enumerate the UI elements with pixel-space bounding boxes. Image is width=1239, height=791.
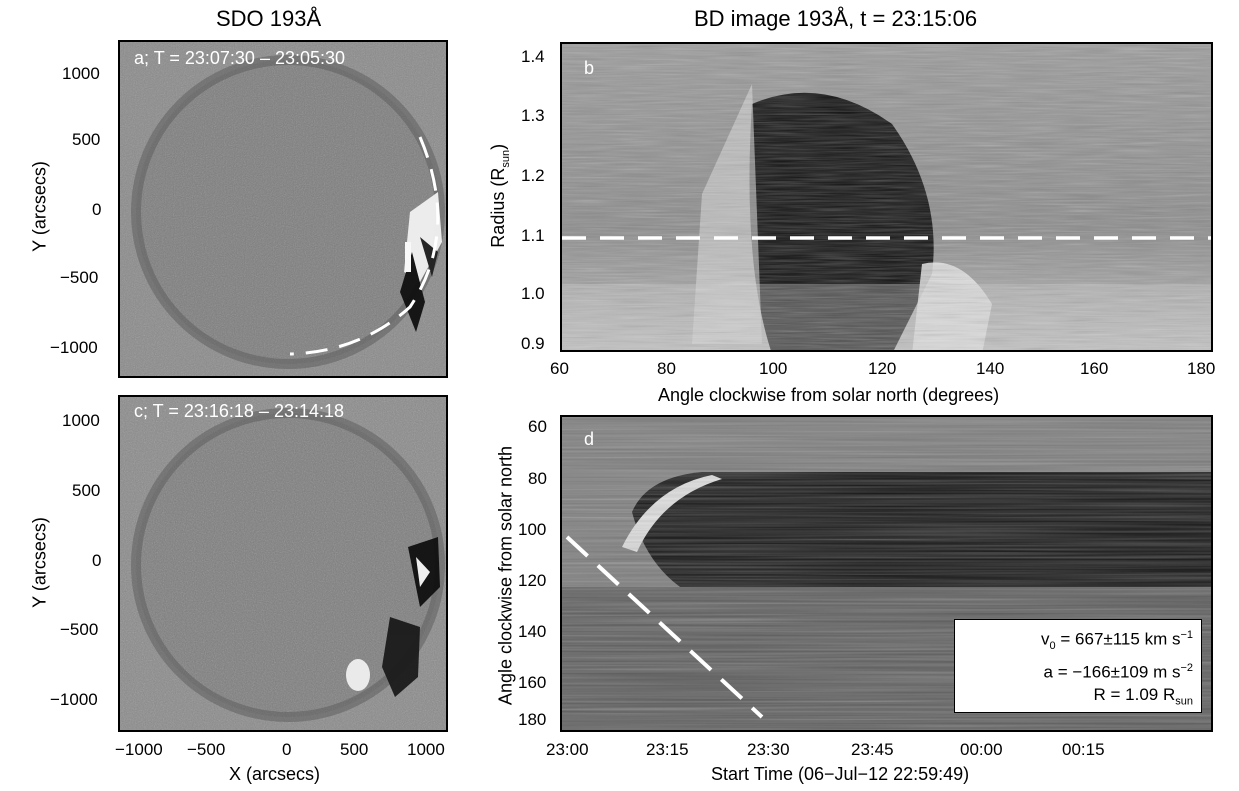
panel-c-ylabel: Y (arcsecs) [29,517,50,608]
panel-d-fit-box: v0 = 667±115 km s−1 a = −166±109 m s−2 R… [954,619,1202,713]
panel-b-xtick: 100 [759,359,788,378]
panel-d-fit-v0-sup: −1 [1180,629,1193,641]
panel-d-image: d v0 = 667±115 km s−1 a = −166±109 m s−2… [560,415,1213,732]
panel-b-ytick: 1.1 [521,226,545,245]
panel-c-ytick: 1000 [62,411,100,430]
panel-c-xlabel: X (arcsecs) [229,764,321,784]
panel-d-fit-a-sup: −2 [1180,662,1193,675]
panel-a-label: a; T = 23:07:30 – 23:05:30 [134,48,346,68]
panel-b-xlabel: Angle clockwise from solar north (degree… [658,385,1000,405]
panel-d-fit-v0: v0 = 667±115 km s−1 [963,624,1193,657]
panel-d-fit-v0-main: v [1041,629,1050,649]
panel-c-image: c; T = 23:16:18 – 23:14:18 [118,395,448,732]
panel-b-ytick: 0.9 [521,334,545,353]
panel-b-ytick: 1.4 [521,47,545,66]
panel-b-xtick: 180 [1187,359,1216,378]
panel-c-ytick: 0 [92,551,102,570]
panel-b-label: b [584,58,595,78]
panel-d-fit-a: a = −166±109 m s−2 [963,657,1193,684]
panel-d-xtick: 23:15 [646,740,689,759]
panel-c-label: c; T = 23:16:18 – 23:14:18 [134,401,345,421]
panel-d-label: d [584,429,595,449]
panel-d-fit-v0-rest: = 667±115 km s [1055,629,1181,649]
panel-b-xtick: 60 [550,359,569,378]
panel-d-ytick: 100 [518,520,547,539]
panel-b-ylabel-sub: sun [499,149,512,168]
panel-b-xtick: 160 [1080,359,1109,378]
panel-d-ylabel: Angle clockwise from solar north [495,445,516,706]
panel-d-fit-a-main: a = −166±109 m s [1043,662,1181,682]
panel-a-ytick: −1000 [50,338,98,357]
panel-d-ytick: 80 [528,469,547,488]
panel-c-flare [346,537,440,697]
panel-c-ytick: 500 [72,481,101,500]
panel-c-svg [120,397,446,730]
panel-d-ytick: 160 [518,673,547,692]
panel-c-xtick: −500 [187,740,226,759]
panel-c-xtick: 0 [282,740,292,759]
panel-b-xtick: 80 [657,359,676,378]
panel-b-ytick: 1.0 [521,284,545,303]
panel-a-dashed-arc [289,136,440,356]
panel-b-ylabel-end: ) [488,143,509,150]
panel-b-ytick: 1.3 [521,106,545,125]
panel-b-ylabel-main: Radius (R [488,167,509,248]
panel-c-xtick: 500 [340,740,369,759]
panel-a-ytick: 1000 [62,64,100,83]
panel-d-xtick: 00:00 [960,740,1003,759]
panel-d-ytick: 60 [528,417,547,436]
panel-a-image: a; T = 23:07:30 – 23:05:30 [118,40,448,378]
panel-c-ytick: −500 [60,620,99,639]
panel-d-xtick: 23:00 [546,740,589,759]
right-title: BD image 193Å, t = 23:15:06 [694,6,978,31]
panel-d-fit-r-sub: sun [1175,695,1193,708]
panel-d-ytick: 180 [518,710,547,729]
panel-d-fit-v0-sub: 0 [1049,640,1056,653]
panel-d-xtick: 23:30 [747,740,790,759]
panel-c-xtick: 1000 [407,740,445,759]
panel-a-flare [400,192,442,332]
panel-b-image: b [560,42,1213,352]
panel-d-fit-r-main: R = 1.09 R [1093,684,1176,704]
panel-b-ylabel: Radius (Rsun) [488,116,512,276]
panel-b-xtick: 140 [976,359,1005,378]
panel-a-svg [120,42,446,376]
panel-a-ytick: 500 [72,130,101,149]
panel-a-ylabel: Y (arcsecs) [29,161,50,252]
left-title: SDO 193Å [216,6,322,31]
panel-b-xtick: 120 [868,359,897,378]
panel-b-svg [562,44,1211,350]
panel-c-ytick: −1000 [50,690,98,709]
panel-d-dashed-line [565,535,764,719]
panel-d-ytick: 120 [518,571,547,590]
panel-c-xtick: −1000 [115,740,163,759]
panel-d-xtick: 23:45 [851,740,894,759]
panel-d-xlabel: Start Time (06−Jul−12 22:59:49) [711,764,970,784]
panel-a-ytick: 0 [92,200,102,219]
panel-d-ytick: 140 [518,622,547,641]
panel-d-xtick: 00:15 [1062,740,1105,759]
panel-d-fit-r: R = 1.09 Rsun [963,684,1194,712]
panel-b-ytick: 1.2 [521,166,545,185]
panel-a-ytick: −500 [60,268,99,287]
